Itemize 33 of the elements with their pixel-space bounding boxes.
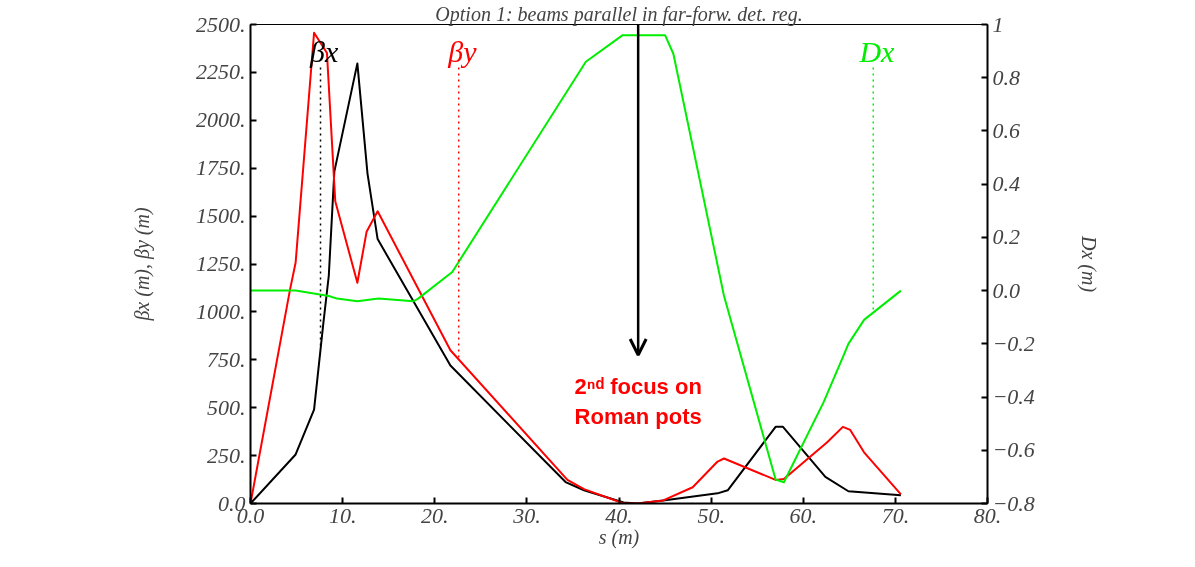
y-tick-label: 1500. <box>196 203 246 229</box>
y-tick-label: 250. <box>207 442 246 468</box>
x-tick-label: 70. <box>881 502 910 528</box>
y2-tick-label: 1 <box>992 11 1004 37</box>
y2-tick-label: −0.6 <box>992 437 1035 463</box>
y-tick-label: 1250. <box>196 251 246 276</box>
y2-tick-label: 0.4 <box>992 171 1020 197</box>
x-tick-label: 50. <box>697 502 725 528</box>
y2-tick-label: 0.6 <box>992 117 1020 143</box>
ref-line-label: Dx <box>858 34 896 68</box>
y2-tick-label: −0.4 <box>992 384 1035 410</box>
y-tick-label: 750. <box>207 346 246 372</box>
x-tick-label: 60. <box>789 502 817 528</box>
annotation: 2ⁿᵈ focus on Roman pots <box>574 374 702 430</box>
x-tick-label: 30. <box>512 502 541 528</box>
x-tick-label: 10. <box>328 502 357 528</box>
x-tick-label: 20. <box>421 502 449 528</box>
y-tick-label: 2000. <box>196 107 246 133</box>
y-tick-label: 1000. <box>196 298 246 324</box>
y-tick-label: 500. <box>207 394 246 420</box>
x-axis-title: s (m) <box>598 525 640 549</box>
ref-line-label: βy <box>447 34 478 68</box>
y-tick-label: 2500. <box>196 11 246 37</box>
y2-axis-title: Dx (m) <box>1076 234 1100 293</box>
y2-tick-label: −0.2 <box>992 330 1035 356</box>
y2-tick-label: 0.2 <box>992 224 1020 250</box>
y2-tick-label: 0.8 <box>992 64 1020 90</box>
x-tick-label: 40. <box>605 502 633 528</box>
y-axis-title: βx (m), βy (m) <box>131 207 154 322</box>
y2-tick-label: 0.0 <box>992 277 1020 303</box>
y-tick-label: 2250. <box>196 59 246 85</box>
chart-title: Option 1: beams parallel in far-forw. det. reg. <box>435 2 803 26</box>
y-tick-label: 1750. <box>196 155 246 181</box>
